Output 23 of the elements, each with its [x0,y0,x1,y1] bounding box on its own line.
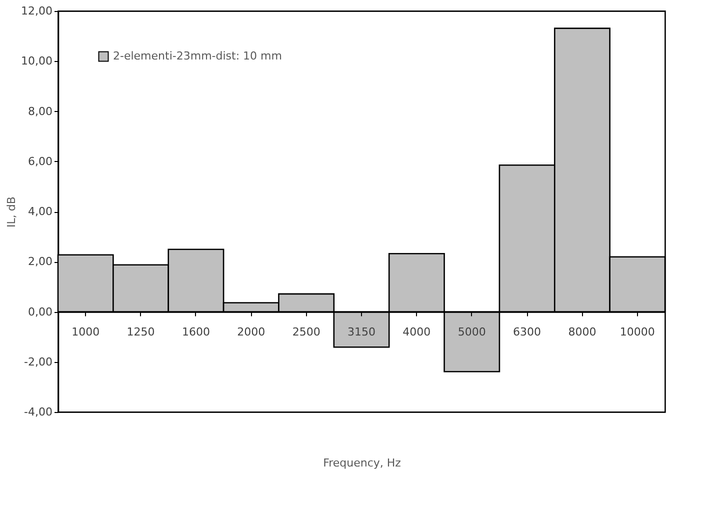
x-tick-label: 10000 [620,325,655,338]
y-tick-label: 10,00 [21,54,52,68]
x-axis-title: Frequency, Hz [323,456,402,470]
legend-label: 2-elementi-23mm-dist: 10 mm [113,50,282,62]
y-tick-label: -2,00 [24,355,52,368]
x-tick-label: 6300 [513,325,542,338]
x-tick-label: 1250 [126,325,155,338]
y-axis-title: IL, dB [5,196,18,228]
y-tick-label: -4,00 [24,406,52,418]
y-tick-label: 12,00 [21,4,52,18]
x-tick-label: 5000 [458,325,486,338]
x-tick-label: 8000 [568,325,596,338]
x-tick-label: 2500 [292,325,320,338]
x-tick-label: 4000 [402,325,431,338]
y-tick-label: 4,00 [28,205,52,218]
y-tick-label: 2,00 [28,255,52,268]
x-tick-label: 1600 [182,325,210,338]
x-tick-label: 1000 [72,325,100,338]
x-tick-label: 3150 [348,325,376,338]
y-tick-label: 8,00 [28,104,52,118]
x-tick-label: 2000 [237,325,266,338]
y-tick-label: 6,00 [28,154,52,168]
y-tick-label: 0,00 [28,305,52,318]
